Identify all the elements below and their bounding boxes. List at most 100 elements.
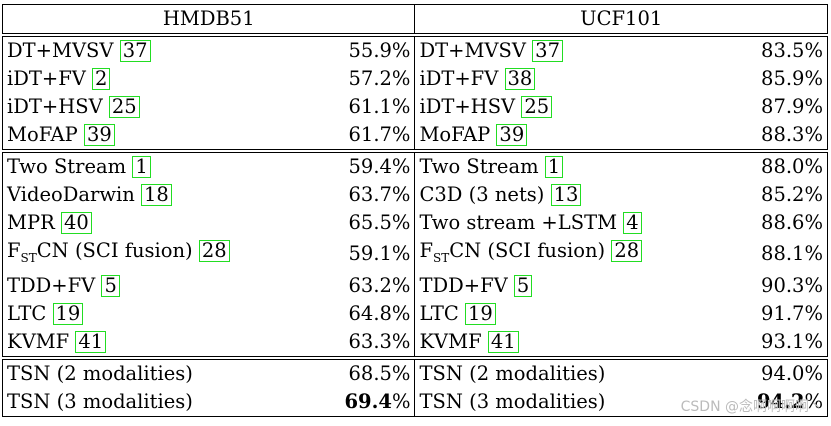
accuracy-value: 63.2% — [348, 273, 411, 297]
citation-link[interactable]: 28 — [611, 240, 643, 262]
hmdb-method-cell: MPR 40 — [1, 209, 312, 237]
citation-link[interactable]: 28 — [198, 240, 230, 262]
hmdb-accuracy-cell: 55.9% — [311, 33, 416, 65]
citation-link[interactable]: 37 — [119, 40, 151, 62]
hmdb-accuracy-cell: 68.5% — [311, 355, 416, 388]
method-name: TSN (2 modalities) — [419, 361, 606, 385]
ucf-method-cell: FSTCN (SCI fusion) 28 — [414, 237, 725, 272]
citation-link[interactable]: 4 — [623, 212, 642, 234]
citation-link[interactable]: 19 — [464, 302, 496, 325]
hmdb-method-cell: KVMF 41 — [1, 327, 312, 358]
ucf-accuracy-cell: 94.2% — [724, 387, 829, 417]
table-row: TDD+FV 5 63.2% TDD+FV 5 90.3% — [1, 271, 829, 300]
ucf-accuracy-cell: 90.3% — [724, 271, 829, 300]
accuracy-value: 85.9% — [761, 67, 823, 90]
method-name: VideoDarwin — [7, 183, 135, 206]
method-name: C3D (3 nets) — [419, 183, 545, 206]
table-row: iDT+FV 2 57.2% iDT+FV 38 85.9% — [1, 65, 829, 93]
table-row: TSN (3 modalities) 69.4% TSN (3 modalities… — [1, 387, 829, 417]
accuracy-value: 57.2% — [348, 67, 411, 90]
accuracy-value: 88.0% — [761, 155, 823, 178]
citation-link[interactable]: 1 — [132, 156, 151, 178]
citation-link[interactable]: 13 — [550, 184, 582, 206]
citation-link[interactable]: 39 — [83, 124, 115, 146]
hmdb-accuracy-cell: 64.8% — [311, 299, 416, 328]
hmdb-accuracy-cell: 63.3% — [311, 327, 416, 358]
ucf-method-cell: TSN (3 modalities) — [414, 387, 725, 417]
method-name: iDT+FV — [7, 67, 86, 90]
method-name: Two Stream — [7, 155, 127, 178]
hmdb-accuracy-cell: 59.4% — [311, 149, 416, 181]
hmdb-method-cell: TDD+FV 5 — [1, 271, 312, 300]
accuracy-percent: % — [804, 389, 823, 413]
citation-link[interactable]: 18 — [141, 184, 172, 206]
method-name: Two Stream — [419, 155, 539, 178]
method-name: MoFAP — [419, 123, 491, 146]
accuracy-value: 68.5% — [348, 361, 411, 385]
table-row: iDT+HSV 25 61.1% iDT+HSV 25 87.9% — [1, 93, 829, 121]
hmdb-accuracy-cell: 61.7% — [311, 121, 416, 151]
citation-link[interactable]: 1 — [544, 156, 564, 178]
table-row: VideoDarwin 18 63.7% C3D (3 nets) 13 85.2% — [1, 181, 829, 209]
ucf-method-cell: Two stream +LSTM 4 — [414, 209, 725, 237]
hmdb-method-cell: iDT+HSV 25 — [1, 93, 312, 121]
hmdb-method-cell: Two Stream 1 — [1, 149, 312, 181]
hmdb-accuracy-cell: 69.4% — [311, 387, 416, 417]
hmdb-method-cell: VideoDarwin 18 — [1, 181, 312, 209]
ucf-method-cell: iDT+HSV 25 — [414, 93, 725, 121]
accuracy-value: 55.9% — [348, 39, 411, 62]
accuracy-value: 88.3% — [761, 123, 823, 146]
table-row: KVMF 41 63.3% KVMF 41 93.1% — [1, 327, 829, 358]
accuracy-value: 88.1% — [761, 242, 823, 266]
citation-link[interactable]: 2 — [92, 68, 111, 90]
results-table: HMDB51 UCF101 DT+MVSV 37 55.9% DT+MVSV 37 8… — [1, 4, 829, 417]
ucf-accuracy-cell: 83.5% — [724, 33, 829, 65]
accuracy-value: 64.8% — [348, 301, 411, 325]
method-name-rest: CN (SCI fusion) — [36, 239, 193, 262]
method-subscript: ST — [20, 250, 37, 265]
method-subscript: ST — [433, 250, 450, 265]
ucf-method-cell: DT+MVSV 37 — [414, 33, 725, 65]
hmdb-method-cell: LTC 19 — [1, 299, 312, 328]
citation-link[interactable]: 5 — [101, 274, 120, 297]
method-name: LTC — [7, 301, 47, 325]
hmdb-accuracy-cell: 57.2% — [311, 65, 416, 93]
method-name: DT+MVSV — [7, 39, 114, 62]
citation-link[interactable]: 19 — [52, 302, 84, 325]
citation-link[interactable]: 38 — [504, 68, 536, 90]
accuracy-value: 63.3% — [348, 329, 411, 353]
method-name: MoFAP — [7, 123, 78, 146]
accuracy-value: 65.5% — [348, 211, 411, 234]
method-name: TSN (3 modalities) — [7, 389, 193, 413]
hmdb-method-cell: DT+MVSV 37 — [1, 33, 312, 65]
header-row: HMDB51 UCF101 — [1, 4, 828, 35]
ucf-accuracy-cell: 85.9% — [724, 65, 829, 93]
watermark: CSDN @念啊啊啊啊丶 — [680, 399, 823, 415]
citation-link[interactable]: 25 — [521, 96, 553, 118]
accuracy-value: 85.2% — [761, 183, 823, 206]
citation-link[interactable]: 25 — [108, 96, 140, 118]
table-row: Two Stream 1 59.4% Two Stream 1 88.0% — [1, 149, 829, 181]
citation-link[interactable]: 37 — [532, 40, 563, 62]
ucf-method-cell: MoFAP 39 — [414, 121, 725, 151]
citation-link[interactable]: 5 — [513, 274, 533, 297]
hmdb-method-cell: TSN (3 modalities) — [1, 387, 312, 417]
ucf-accuracy-cell: 87.9% — [724, 93, 829, 121]
ucf-accuracy-cell: 91.7% — [724, 299, 829, 328]
method-name: LTC — [419, 301, 459, 325]
citation-link[interactable]: 39 — [496, 124, 528, 146]
ucf-method-cell: LTC 19 — [414, 299, 725, 328]
method-name: TDD+FV — [7, 273, 96, 297]
accuracy-value: 63.7% — [348, 183, 411, 206]
hmdb-accuracy-cell: 65.5% — [311, 209, 416, 237]
ucf-accuracy-cell: 85.2% — [724, 181, 829, 209]
method-name: MPR — [7, 211, 55, 234]
table-row: TSN (2 modalities) 68.5% TSN (2 modalities… — [1, 355, 829, 388]
citation-link[interactable]: 40 — [60, 212, 92, 234]
accuracy-value: 59.1% — [348, 242, 411, 266]
citation-link[interactable]: 41 — [487, 330, 519, 353]
accuracy-best: 94.2 — [756, 389, 805, 413]
method-name: TSN (3 modalities) — [419, 389, 606, 413]
hmdb-method-cell: MoFAP 39 — [1, 121, 312, 151]
citation-link[interactable]: 41 — [75, 330, 107, 353]
